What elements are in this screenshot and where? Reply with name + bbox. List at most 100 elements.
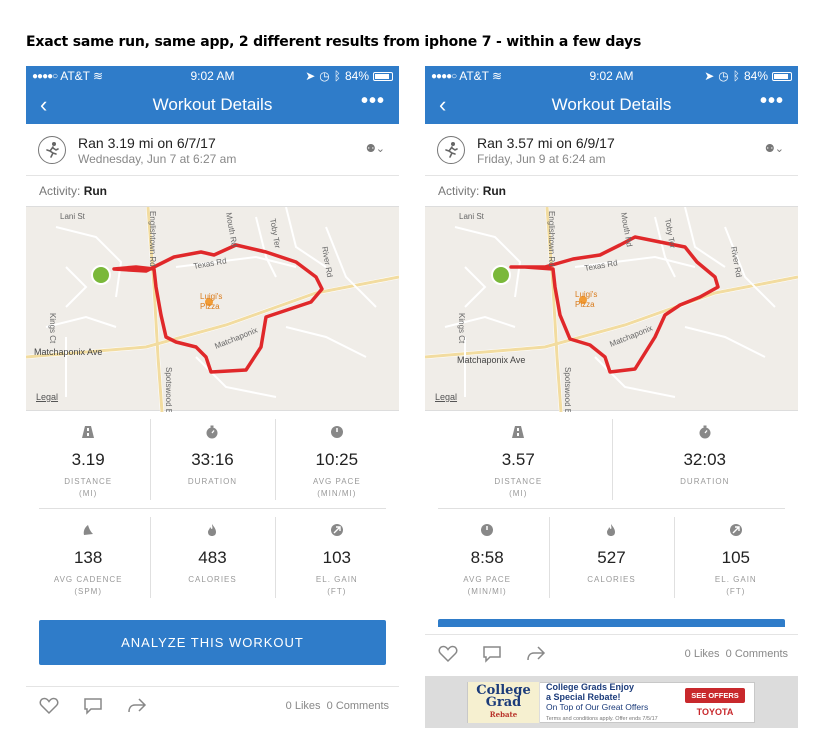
stat-label: AVG PACE (MIN/MI) [463, 575, 512, 596]
like-heart-icon[interactable] [39, 697, 59, 720]
road-icon [26, 425, 150, 441]
stat-label: AVG PACE (MIN/MI) [312, 477, 361, 498]
map-canvas: Lani St Englishtown Rd Texas Rd Luigi's … [26, 207, 399, 412]
svg-text:Kings Ct: Kings Ct [457, 313, 466, 344]
privacy-friends-icon[interactable]: ⚉⌄ [365, 143, 385, 155]
svg-text:Spotswood Englishtown: Spotswood Englishtown [164, 367, 173, 412]
ad-logo-line: Grad [485, 694, 522, 710]
stat-calories: 527 CALORIES [549, 509, 673, 606]
svg-text:Texas Rd: Texas Rd [584, 258, 618, 273]
stat-label: EL. GAIN (FT) [315, 575, 358, 596]
likes-count[interactable]: 0 Likes [285, 700, 321, 712]
analyze-workout-button[interactable] [438, 619, 785, 627]
stat-distance: 3.57 DISTANCE (MI) [425, 411, 612, 508]
activity-label: Activity: [39, 184, 81, 198]
comments-count[interactable]: 0 Comments [725, 648, 788, 660]
nav-title: Workout Details [551, 95, 672, 114]
analyze-workout-button[interactable]: ANALYZE THIS WORKOUT [39, 620, 386, 665]
ad-headline: College Grads Enjoy [546, 681, 635, 692]
see-offers-button[interactable]: SEE OFFERS [685, 688, 745, 703]
svg-text:Luigi's: Luigi's [200, 292, 222, 301]
ad-logo-line: College [476, 682, 531, 698]
more-options-icon[interactable]: ••• [759, 90, 784, 112]
svg-text:River Rd: River Rd [320, 246, 334, 278]
stat-value: 483 [198, 548, 227, 567]
map-label-lani-st: Lani St [60, 212, 86, 221]
svg-text:Matchaponix: Matchaponix [213, 326, 258, 351]
share-arrow-icon[interactable] [526, 645, 546, 668]
battery-icon [772, 71, 792, 81]
nav-bar: ‹ Workout Details ••• [26, 86, 399, 124]
alarm-icon: ◷ [319, 69, 330, 83]
workout-header: Ran 3.19 mi on 6/7/17 Wednesday, Jun 7 a… [26, 124, 399, 176]
elevation-icon [275, 523, 399, 539]
share-arrow-icon[interactable] [127, 697, 147, 720]
bluetooth-icon: ᛒ [333, 69, 341, 83]
activity-row: Activity: Run [26, 176, 399, 206]
stat-duration: 32:03 DURATION [611, 411, 799, 508]
svg-text:Englishtown Rd: Englishtown Rd [547, 211, 556, 267]
likes-count[interactable]: 0 Likes [684, 648, 720, 660]
stat-label: DISTANCE (MI) [64, 477, 113, 498]
svg-text:Lani St: Lani St [459, 212, 485, 221]
stat-value: 105 [721, 548, 750, 567]
stat-value: 3.57 [501, 450, 535, 469]
privacy-friends-icon[interactable]: ⚉⌄ [764, 143, 784, 155]
svg-text:Luigi's: Luigi's [575, 290, 597, 299]
svg-text:Matchaponix Ave: Matchaponix Ave [457, 355, 525, 365]
like-heart-icon[interactable] [438, 645, 458, 668]
pace-icon [275, 425, 399, 441]
run-datetime: Friday, Jun 9 at 6:24 am [477, 152, 606, 166]
ad-banner[interactable]: College Grad Rebate College Grads Enjoy … [425, 676, 798, 728]
stats-grid: 3.57 DISTANCE (MI) 32:03 DURATION 8:58 A… [425, 411, 798, 606]
svg-text:Mouth Rd: Mouth Rd [224, 212, 239, 248]
svg-text:Spotswood Englishtown: Spotswood Englishtown [563, 367, 572, 412]
run-title: Ran 3.57 mi on 6/9/17 [477, 135, 615, 151]
ad-fineprint: Terms and conditions apply. Offer ends 7… [546, 715, 658, 722]
map-legal-link[interactable]: Legal [435, 392, 458, 402]
comment-icon[interactable] [83, 697, 103, 720]
stat-value: 33:16 [191, 450, 234, 469]
svg-text:Toby Ter: Toby Ter [268, 218, 282, 250]
alarm-icon: ◷ [718, 69, 729, 83]
stat-pace: 10:25 AVG PACE (MIN/MI) [274, 411, 399, 508]
wifi-icon: ≋ [92, 69, 104, 83]
back-chevron-icon[interactable]: ‹ [439, 92, 447, 117]
stat-elevation: 105 EL. GAIN (FT) [673, 509, 798, 606]
stat-label: EL. GAIN (FT) [714, 575, 757, 596]
stat-value: 8:58 [470, 548, 504, 567]
stat-distance: 3.19 DISTANCE (MI) [26, 411, 150, 508]
ad-card[interactable]: College Grad Rebate College Grads Enjoy … [467, 682, 755, 723]
stat-duration: 33:16 DURATION [150, 411, 274, 508]
battery-percent: 84% [743, 69, 768, 83]
battery-percent: 84% [344, 69, 369, 83]
svg-text:Matchaponix Ave: Matchaponix Ave [34, 347, 102, 357]
stat-value: 3.19 [71, 450, 105, 469]
comments-count[interactable]: 0 Comments [326, 700, 389, 712]
stat-value: 103 [322, 548, 351, 567]
pace-icon [425, 523, 549, 539]
social-bar: 0 Likes 0 Comments [425, 634, 798, 674]
phone-screenshot-right: ●●●●○ AT&T ≋ 9:02 AM ➤ ◷ ᛒ 84% ‹ Workout Deta… [425, 66, 798, 731]
route-map[interactable]: Lani St Englishtown Rd Texas Rd Luigi's … [425, 206, 798, 412]
map-legal-link[interactable]: Legal [36, 392, 59, 402]
more-options-icon[interactable]: ••• [360, 90, 385, 112]
bluetooth-icon: ᛒ [732, 69, 740, 83]
activity-value: Run [83, 184, 108, 198]
cadence-icon [26, 523, 150, 539]
stat-elevation: 103 EL. GAIN (FT) [274, 509, 399, 606]
divider [39, 508, 386, 509]
stopwatch-icon [150, 425, 274, 441]
stat-value: 527 [597, 548, 626, 567]
back-chevron-icon[interactable]: ‹ [40, 92, 48, 117]
comment-icon[interactable] [482, 645, 502, 668]
flame-icon [549, 523, 673, 539]
page-caption: Exact same run, same app, 2 different re… [26, 34, 642, 50]
route-map[interactable]: Lani St Englishtown Rd Texas Rd Luigi's … [26, 206, 399, 412]
stat-label: CALORIES [188, 575, 237, 584]
location-icon: ➤ [305, 69, 316, 83]
svg-text:Kings Ct: Kings Ct [48, 313, 57, 344]
stat-label: DURATION [680, 477, 730, 486]
ad-logo-line: Rebate [489, 709, 518, 719]
signal-icon: ●●●●○ [32, 70, 58, 82]
